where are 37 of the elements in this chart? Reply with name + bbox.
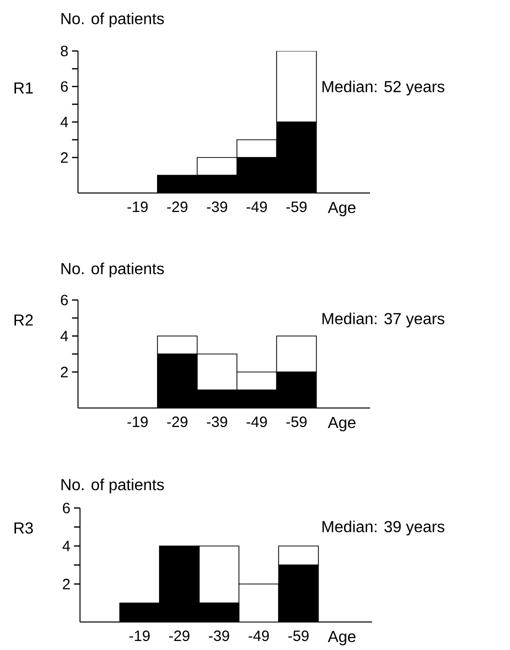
x-tick-label: -39: [208, 630, 230, 642]
x-tick-label: -29: [169, 630, 190, 642]
x-tick-label: -59: [288, 630, 309, 642]
y-tick-label: 2: [60, 152, 68, 163]
x-tick-label: -19: [127, 416, 148, 428]
y-axis-title: No. of patients: [62, 262, 164, 278]
x-tick-label: -59: [286, 416, 307, 428]
x-tick-label: -59: [286, 202, 307, 212]
x-tick-label: -39: [206, 202, 228, 212]
x-tick-label: -19: [127, 202, 148, 212]
y-axis-title: No. of patients: [62, 478, 164, 494]
x-axis-title: Age: [328, 417, 356, 432]
y-tick-label: 4: [62, 540, 70, 552]
y-tick-label: 2: [60, 366, 68, 378]
y-tick-label: 6: [60, 294, 68, 306]
y-tick-label: 2: [62, 578, 70, 590]
x-tick-label: -39: [206, 416, 228, 428]
text: Median: 39 years: [322, 520, 444, 536]
text: Median: 52 years: [322, 80, 444, 96]
text: R1: [14, 82, 33, 94]
text: R3: [14, 522, 33, 534]
y-tick-label: 6: [60, 81, 68, 92]
y-tick-label: 6: [62, 502, 70, 514]
x-tick-label: -19: [129, 630, 150, 642]
y-tick-label: 4: [60, 330, 68, 342]
x-axis-title: Age: [328, 631, 356, 646]
x-tick-label: -29: [167, 202, 188, 212]
x-tick-label: -49: [246, 416, 267, 428]
x-tick-label: -49: [248, 630, 269, 642]
y-tick-label: 4: [60, 116, 68, 128]
x-axis-title: Age: [328, 202, 356, 216]
y-axis-title: No. of patients: [62, 12, 164, 28]
x-tick-label: -49: [246, 202, 267, 212]
x-tick-label: -29: [167, 416, 188, 428]
text: R2: [14, 314, 33, 326]
text: Median: 37 years: [322, 312, 444, 328]
y-tick-label: 8: [60, 46, 68, 56]
